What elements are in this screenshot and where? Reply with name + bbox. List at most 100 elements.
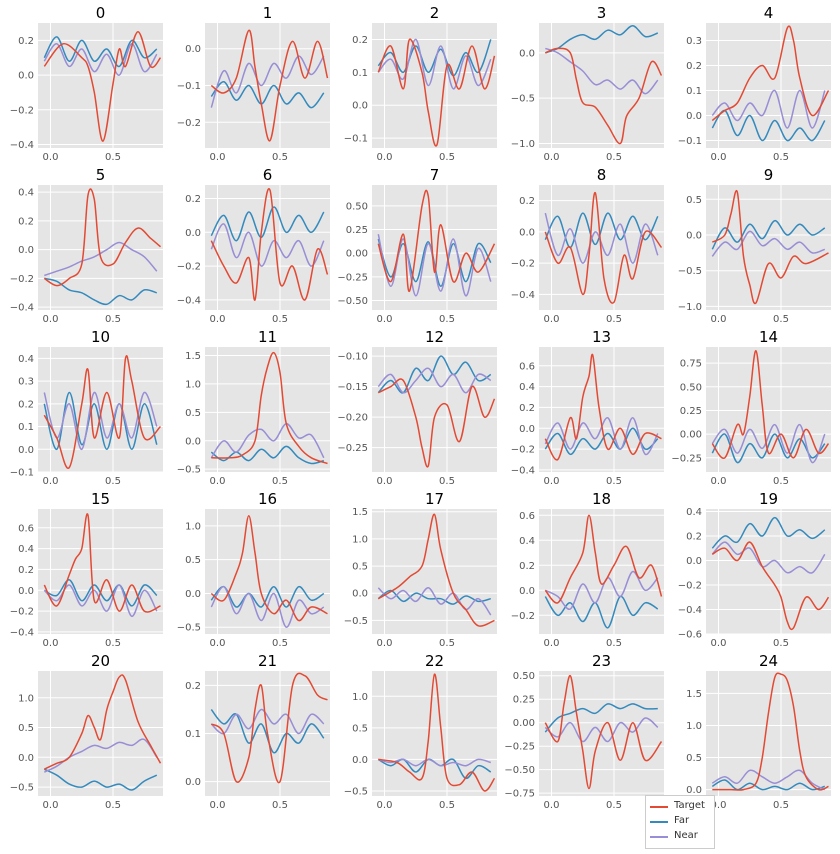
x-tick-label: 0.0	[377, 476, 393, 487]
y-tick-label: 0.50	[680, 382, 702, 393]
panel-19: 19 0.0 0.5 −0.6 −0.4 −0.2 0.0 0.2 0.4	[678, 490, 831, 649]
x-tick-label: 0.0	[544, 152, 560, 163]
panel-9: 9 0.0 0.5 −1.0 −0.5 0.0 0.5	[678, 166, 831, 325]
y-tick-label: 0.4	[18, 544, 34, 555]
panel-background	[706, 509, 831, 634]
series-line-far	[210, 445, 325, 465]
y-tick-label: 0.0	[18, 445, 34, 456]
x-tick-label: 0.0	[377, 638, 393, 649]
series-line-far	[711, 433, 826, 464]
series-line-target	[377, 513, 495, 627]
y-tick-label: 0.0	[185, 777, 201, 788]
y-tick-label: 0.6	[18, 523, 34, 534]
legend-label-target: Target	[674, 800, 705, 811]
y-tick-label: −0.10	[337, 352, 368, 363]
series-line-target	[544, 353, 662, 461]
y-tick-label: −0.1	[177, 81, 201, 92]
series-line-target	[377, 378, 496, 468]
x-tick-label: 0.5	[272, 800, 288, 811]
series-line-target	[377, 38, 496, 147]
legend: Target Far Near	[645, 795, 715, 849]
panel-title: 18	[592, 490, 611, 508]
panel-title: 19	[759, 490, 778, 508]
series-line-target	[378, 673, 496, 792]
y-tick-label: 0.5	[185, 555, 201, 566]
y-tick-label: −0.2	[10, 607, 34, 618]
y-tick-label: 1.0	[352, 534, 368, 545]
panel-17: 17 0.0 0.5 −0.5 0.0 0.5 1.0 1.5	[344, 490, 497, 649]
series-line-target	[210, 515, 328, 622]
panel-12: 12 0.0 0.5 −0.25 −0.20 −0.15 −0.10	[337, 328, 497, 487]
legend-label-near: Near	[674, 830, 698, 841]
x-tick-label: 0.5	[105, 152, 121, 163]
y-tick-label: 0.0	[185, 436, 201, 447]
series-line-target	[711, 541, 830, 631]
panel-background	[539, 509, 664, 634]
panel-title: 14	[759, 328, 778, 346]
panel-background	[38, 509, 163, 634]
series-line-far	[43, 36, 158, 68]
x-tick-label: 0.5	[439, 800, 455, 811]
series-line-far	[377, 589, 491, 605]
y-tick-label: −0.5	[344, 616, 368, 627]
y-tick-label: −1.0	[678, 302, 702, 313]
panel-20: 20 0.0 0.5 −0.5 0.0 0.5 1.0	[10, 652, 163, 811]
y-tick-label: −0.5	[678, 266, 702, 277]
y-tick-label: 1.5	[352, 507, 368, 518]
y-tick-label: 0.50	[513, 671, 535, 682]
x-tick-label: 0.5	[606, 314, 622, 325]
series-line-target	[43, 513, 161, 613]
x-tick-label: 0.5	[272, 476, 288, 487]
y-tick-label: 0.2	[18, 565, 34, 576]
y-tick-label: −0.1	[344, 134, 368, 145]
x-tick-label: 0.5	[439, 152, 455, 163]
panel-15: 15 0.0 0.5 −0.4 −0.2 0.0 0.2 0.4 0.6	[10, 490, 163, 649]
panel-21: 21 0.0 0.5 0.0 0.1 0.2	[185, 652, 330, 811]
x-tick-label: 0.0	[210, 152, 226, 163]
y-tick-label: 0.2	[519, 403, 535, 414]
panel-22: 22 0.0 0.5 −0.5 0.0 0.5 1.0	[344, 652, 497, 811]
y-tick-label: 0.2	[519, 561, 535, 572]
y-tick-label: 0.2	[18, 216, 34, 227]
panel-5: 5 0.0 0.5 −0.4 −0.2 0.0 0.2 0.4	[10, 166, 163, 325]
y-tick-label: −0.50	[504, 765, 535, 776]
y-tick-label: 1.0	[18, 693, 34, 704]
y-tick-label: −0.2	[511, 611, 535, 622]
panel-0: 0 0.0 0.5 −0.4 −0.2 0.0 0.2	[10, 4, 163, 163]
y-tick-label: 0.4	[519, 536, 535, 547]
y-tick-label: 0.6	[519, 511, 535, 522]
panel-background	[372, 185, 497, 310]
panel-title: 15	[91, 490, 110, 508]
panel-title: 2	[430, 4, 440, 22]
y-tick-label: −0.4	[10, 627, 34, 638]
series-line-near	[377, 367, 492, 394]
series-line-near	[210, 708, 325, 735]
y-tick-label: 0.5	[352, 723, 368, 734]
y-tick-label: 0.6	[519, 361, 535, 372]
series-line-target	[711, 25, 830, 122]
panel-background	[706, 347, 831, 472]
x-tick-label: 0.0	[544, 638, 560, 649]
y-tick-label: 0.0	[185, 589, 201, 600]
x-tick-label: 0.5	[606, 152, 622, 163]
y-tick-label: 0.4	[18, 188, 34, 199]
panel-background	[38, 347, 163, 472]
panel-background	[372, 671, 497, 796]
y-tick-label: 0.2	[185, 194, 201, 205]
panel-title: 7	[430, 166, 440, 184]
x-tick-label: 0.0	[544, 800, 560, 811]
y-tick-label: −0.25	[337, 443, 368, 454]
panel-title: 24	[759, 652, 778, 670]
x-tick-label: 0.5	[606, 476, 622, 487]
y-tick-label: −1.0	[511, 139, 535, 150]
x-tick-label: 0.0	[711, 638, 727, 649]
panel-title: 0	[96, 4, 106, 22]
y-tick-label: 0.25	[513, 695, 535, 706]
x-tick-label: 0.5	[439, 476, 455, 487]
y-tick-label: 0.0	[18, 245, 34, 256]
series-line-target	[43, 674, 162, 770]
panel-background	[706, 185, 831, 310]
y-tick-label: 0.2	[686, 61, 702, 72]
